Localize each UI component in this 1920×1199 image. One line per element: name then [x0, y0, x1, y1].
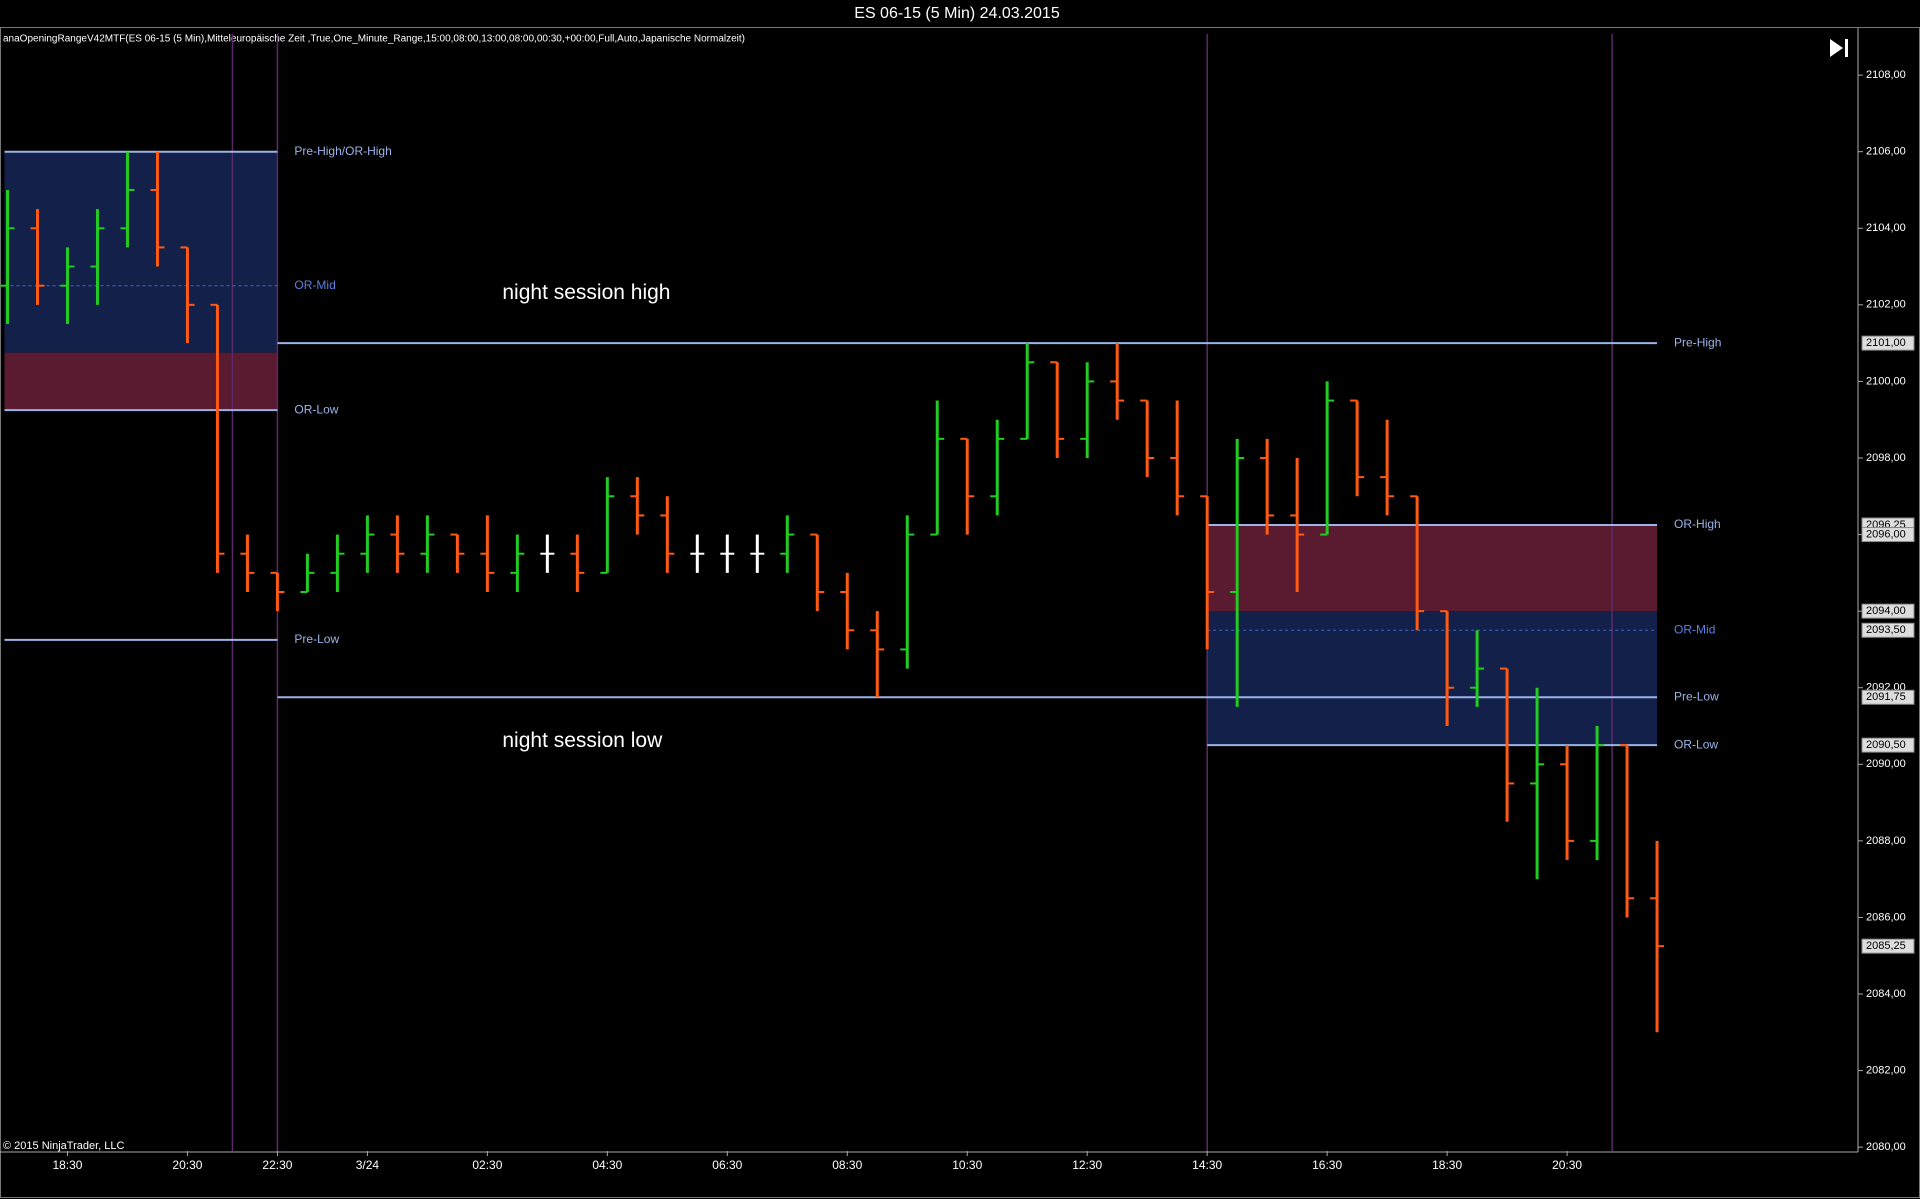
price-marker-label: 2101,00: [1866, 337, 1906, 349]
annotation: night session low: [502, 729, 663, 752]
price-marker: [1861, 622, 1915, 638]
play-icon[interactable]: [1830, 39, 1843, 57]
x-tick-label: 22:30: [262, 1158, 292, 1172]
price-marker-label: 2091,75: [1866, 691, 1906, 703]
scroll-end-button[interactable]: [1830, 39, 1848, 57]
level-label: Pre-Low: [294, 632, 339, 646]
x-tick-label: 04:30: [592, 1158, 622, 1172]
x-tick-label: 12:30: [1072, 1158, 1102, 1172]
x-tick-label: 20:30: [172, 1158, 202, 1172]
x-tick-label: 08:30: [832, 1158, 862, 1172]
end-bar-icon[interactable]: [1845, 39, 1848, 57]
level-label: Pre-Low: [1674, 689, 1719, 703]
y-tick-label: 2102,00: [1866, 299, 1906, 311]
range-zone: [1207, 611, 1658, 746]
level-label: Pre-High: [1674, 335, 1721, 349]
y-tick-label: 2082,00: [1866, 1065, 1906, 1077]
y-tick-label: 2084,00: [1866, 988, 1906, 1000]
price-marker-label: 2085,25: [1866, 940, 1906, 952]
price-marker: [1861, 603, 1915, 619]
range-zone: [1207, 524, 1658, 612]
y-tick-label: 2088,00: [1866, 835, 1906, 847]
x-tick-label: 20:30: [1552, 1158, 1582, 1172]
level-label: OR-High: [1674, 517, 1721, 531]
level-label: OR-Low: [294, 402, 338, 416]
y-tick-label: 2108,00: [1866, 69, 1906, 81]
title-bar: [0, 0, 1920, 27]
indicator-label: anaOpeningRangeV42MTF(ES 06-15 (5 Min),M…: [3, 34, 745, 45]
x-tick-label: 18:30: [52, 1158, 82, 1172]
annotation: night session high: [502, 281, 670, 304]
y-tick-label: 2086,00: [1866, 911, 1906, 923]
window-title: ES 06-15 (5 Min) 24.03.2015: [854, 5, 1060, 22]
x-tick-label: 3/24: [356, 1158, 380, 1172]
range-zone: [4, 352, 278, 411]
level-label: Pre-High/OR-High: [294, 144, 391, 158]
price-marker-label: 2096,00: [1866, 528, 1906, 540]
x-tick-label: 06:30: [712, 1158, 742, 1172]
level-label: OR-Low: [1674, 737, 1718, 751]
price-marker: [1861, 737, 1915, 753]
price-marker: [1861, 938, 1915, 954]
price-marker: [1861, 689, 1915, 705]
price-marker-label: 2093,50: [1866, 624, 1906, 636]
price-marker: [1861, 527, 1915, 543]
y-tick-label: 2090,00: [1866, 758, 1906, 770]
price-marker: [1861, 335, 1915, 351]
y-tick-label: 2100,00: [1866, 375, 1906, 387]
level-label: OR-Mid: [294, 278, 335, 292]
y-tick-label: 2080,00: [1866, 1141, 1906, 1153]
x-tick-label: 16:30: [1312, 1158, 1342, 1172]
y-tick-label: 2104,00: [1866, 222, 1906, 234]
y-tick-label: 2098,00: [1866, 452, 1906, 464]
x-tick-label: 14:30: [1192, 1158, 1222, 1172]
x-tick-label: 18:30: [1432, 1158, 1462, 1172]
y-tick-label: 2106,00: [1866, 146, 1906, 158]
level-label: OR-Mid: [1674, 622, 1715, 636]
x-tick-label: 02:30: [472, 1158, 502, 1172]
x-tick-label: 10:30: [952, 1158, 982, 1172]
price-marker-label: 2094,00: [1866, 605, 1906, 617]
price-marker-label: 2090,50: [1866, 739, 1906, 751]
copyright: © 2015 NinjaTrader, LLC: [3, 1140, 124, 1152]
range-zone: [4, 151, 278, 353]
